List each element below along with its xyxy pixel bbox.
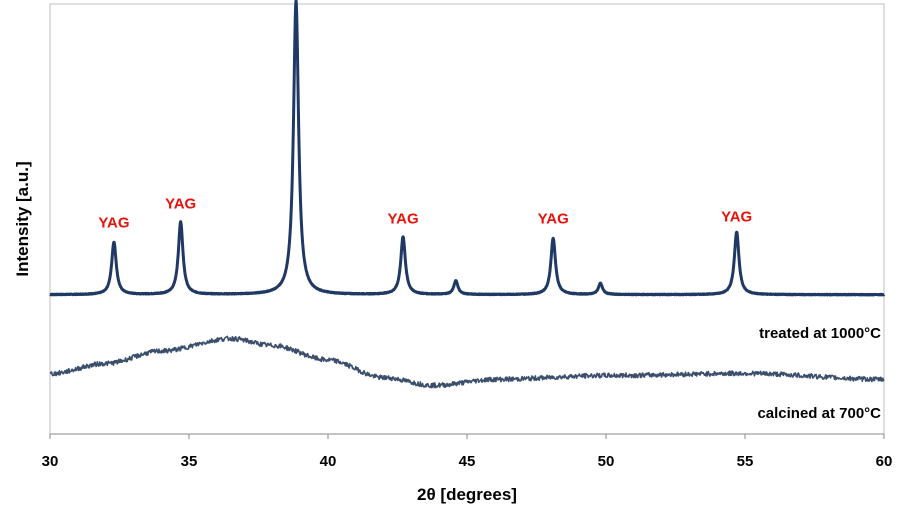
x-tick-label-60: 60 — [876, 453, 893, 470]
series-label-treated: treated at 1000°C — [759, 325, 881, 342]
peak-label-yag-5: YAG — [538, 211, 569, 228]
peak-label-yag-4: YAG — [387, 211, 418, 228]
x-tick-label-55: 55 — [737, 453, 754, 470]
series-line-treated-1000c — [48, 0, 886, 297]
y-axis-title: Intensity [a.u.] — [13, 161, 32, 276]
x-axis-ticks: 30 35 40 45 50 55 60 — [42, 434, 893, 470]
peak-label-yag-6: YAG — [721, 209, 752, 226]
series-line-calcined-700c — [49, 335, 885, 389]
series-label-calcined: calcined at 700°C — [757, 405, 881, 422]
annotation-group: YAGYAGYAGYAGYAGYAG — [98, 195, 752, 232]
peak-label-yag-1: YAG — [98, 215, 129, 232]
plot-area-frame — [49, 3, 885, 435]
series-group — [48, 0, 886, 389]
x-tick-label-45: 45 — [459, 453, 476, 470]
peak-label-yag-2: YAG — [165, 195, 196, 212]
x-tick-label-35: 35 — [181, 453, 198, 470]
x-tick-label-30: 30 — [42, 453, 59, 470]
x-tick-label-50: 50 — [598, 453, 615, 470]
x-axis-title: 2θ [degrees] — [417, 485, 517, 504]
x-tick-label-40: 40 — [320, 453, 337, 470]
